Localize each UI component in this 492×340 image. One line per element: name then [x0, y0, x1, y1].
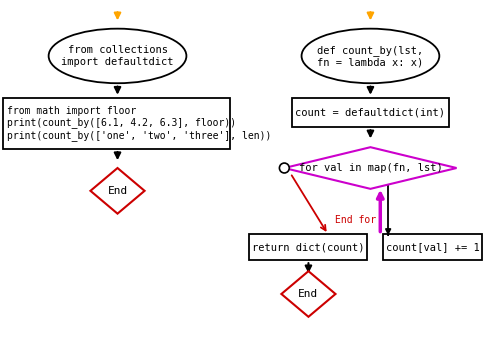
- Polygon shape: [284, 147, 457, 189]
- Text: return dict(count): return dict(count): [252, 242, 365, 252]
- Text: count = defaultdict(int): count = defaultdict(int): [295, 107, 445, 118]
- Text: count[val] += 1: count[val] += 1: [386, 242, 479, 252]
- Polygon shape: [91, 168, 145, 214]
- Bar: [3, 98, 230, 149]
- Text: End for: End for: [335, 215, 376, 225]
- Ellipse shape: [302, 29, 439, 83]
- Text: for val in map(fn, lst): for val in map(fn, lst): [299, 163, 442, 173]
- Bar: [249, 235, 368, 260]
- Text: from collections
import defaultdict: from collections import defaultdict: [62, 45, 174, 67]
- Text: def count_by(lst,
fn = lambda x: x): def count_by(lst, fn = lambda x: x): [317, 45, 424, 67]
- Text: End: End: [107, 186, 127, 196]
- Text: End: End: [298, 289, 318, 299]
- Text: from math import floor
print(count_by([6.1, 4.2, 6.3], floor))
print(count_by([': from math import floor print(count_by([6…: [7, 106, 272, 141]
- Polygon shape: [281, 271, 336, 317]
- Bar: [292, 98, 449, 128]
- Ellipse shape: [49, 29, 186, 83]
- Circle shape: [279, 163, 289, 173]
- Bar: [383, 235, 482, 260]
